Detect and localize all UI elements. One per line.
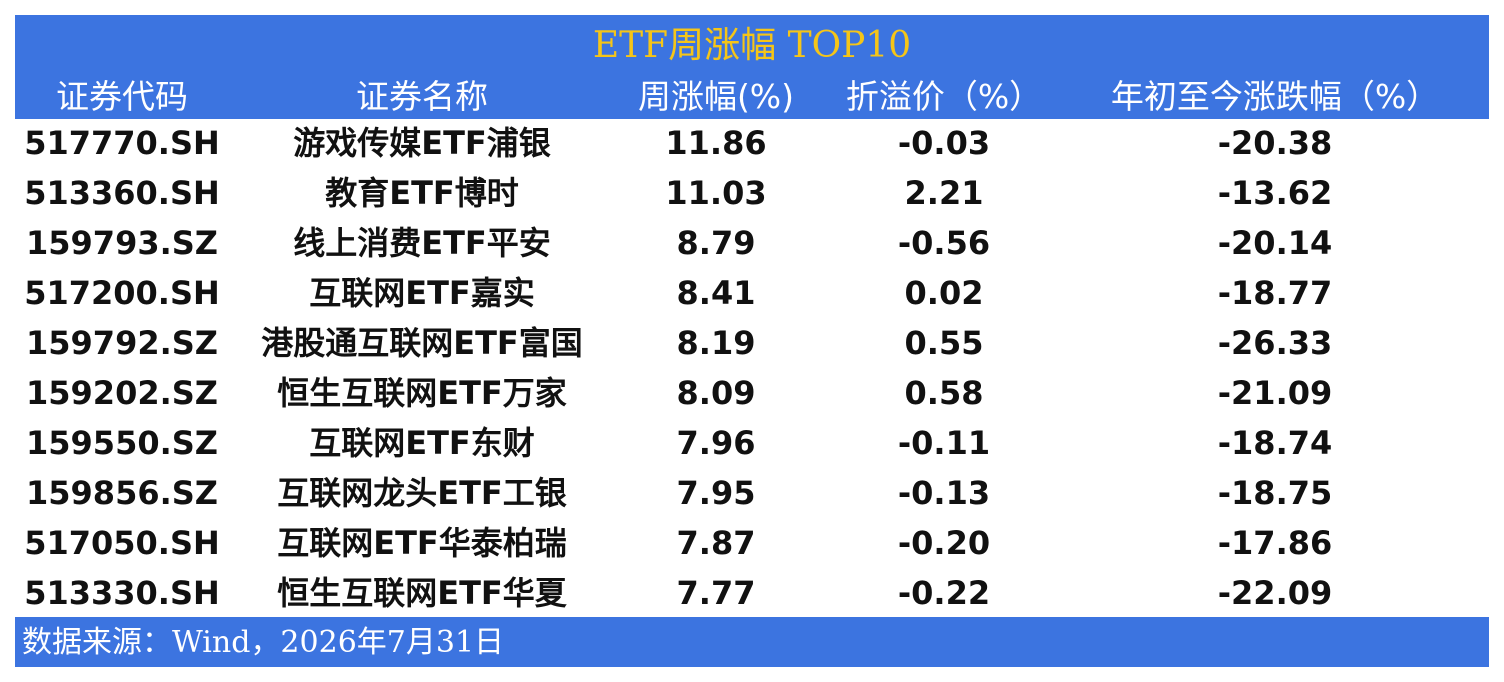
table-cell: 517770.SH — [24, 124, 220, 162]
table-cell: -17.86 — [1217, 524, 1333, 562]
table-cell: 8.79 — [676, 224, 756, 262]
table-cell: -0.20 — [897, 524, 991, 562]
table-cell: 7.95 — [676, 474, 756, 512]
table-cell: 11.03 — [665, 174, 767, 212]
table-cell: 513330.SH — [24, 574, 220, 612]
table-cell: 互联网ETF东财 — [309, 424, 535, 462]
column-header: 证券代码 — [56, 77, 188, 116]
column-header: 折溢价（%） — [845, 77, 1043, 116]
table-cell: 0.02 — [904, 274, 984, 312]
table-cell: -18.74 — [1217, 424, 1333, 462]
table-cell: 0.58 — [904, 374, 984, 412]
table-cell: 港股通互联网ETF富国 — [261, 324, 583, 362]
table-cell: 7.96 — [676, 424, 756, 462]
table-cell: 11.86 — [665, 124, 767, 162]
table-cell: 513360.SH — [24, 174, 220, 212]
table-cell: -26.33 — [1217, 324, 1333, 362]
table-cell: 159792.SZ — [26, 324, 218, 362]
table-cell: 恒生互联网ETF万家 — [277, 374, 567, 412]
table-cell: -0.56 — [897, 224, 991, 262]
table-cell: -18.75 — [1217, 474, 1333, 512]
header-band — [15, 15, 1489, 119]
table-cell: 0.55 — [904, 324, 984, 362]
table-cell: -21.09 — [1217, 374, 1333, 412]
table-cell: -13.62 — [1217, 174, 1333, 212]
table-cell: -0.11 — [897, 424, 991, 462]
column-header: 周涨幅(%) — [637, 77, 795, 116]
table-cell: -0.22 — [897, 574, 991, 612]
table-cell: 8.19 — [676, 324, 756, 362]
table-cell: -18.77 — [1217, 274, 1333, 312]
table-cell: 8.41 — [676, 274, 756, 312]
table-cell: 互联网ETF华泰柏瑞 — [277, 524, 567, 562]
table-cell: 教育ETF博时 — [325, 174, 519, 212]
table-cell: 游戏传媒ETF浦银 — [293, 124, 551, 162]
table-cell: 159550.SZ — [26, 424, 218, 462]
table-cell: 2.21 — [904, 174, 984, 212]
table-cell: 7.77 — [676, 574, 756, 612]
table-cell: -20.14 — [1217, 224, 1333, 262]
table-cell: 线上消费ETF平安 — [293, 224, 551, 262]
table-cell: 517050.SH — [24, 524, 220, 562]
table-cell: 159793.SZ — [26, 224, 218, 262]
table-cell: -20.38 — [1217, 124, 1333, 162]
table-cell: 517200.SH — [24, 274, 220, 312]
table-cell: 159202.SZ — [26, 374, 218, 412]
table-cell: 159856.SZ — [26, 474, 218, 512]
title: ETF周涨幅 TOP10 — [592, 25, 912, 66]
footer-band — [15, 617, 1489, 667]
table-cell: 恒生互联网ETF华夏 — [277, 574, 567, 612]
column-header: 年初至今涨跌幅（%） — [1110, 77, 1440, 116]
source-note: 数据来源：Wind，2026年7月31日 — [22, 625, 505, 660]
table-cell: -22.09 — [1217, 574, 1333, 612]
table-cell: 互联网ETF嘉实 — [309, 274, 535, 312]
column-header: 证券名称 — [356, 77, 488, 116]
table-cell: 互联网龙头ETF工银 — [277, 474, 567, 512]
table-cell: 8.09 — [676, 374, 756, 412]
table-cell: -0.13 — [897, 474, 991, 512]
table-cell: -0.03 — [897, 124, 991, 162]
table-cell: 7.87 — [676, 524, 756, 562]
